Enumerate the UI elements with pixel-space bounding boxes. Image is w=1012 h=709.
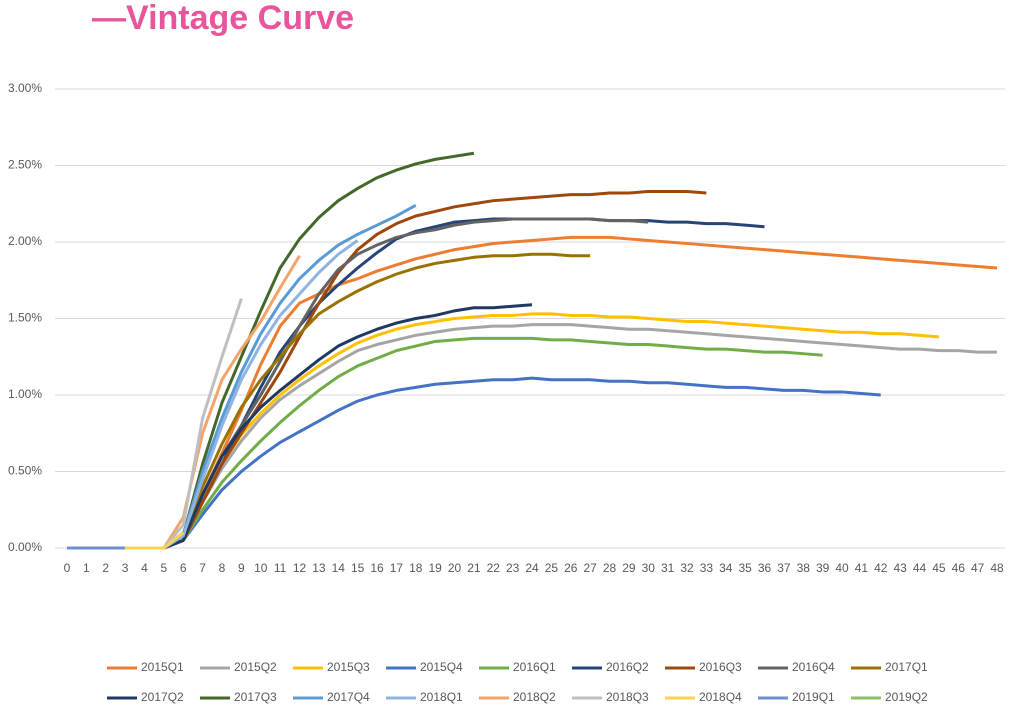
x-tick-label: 30 xyxy=(642,561,656,575)
legend-label: 2017Q3 xyxy=(234,690,277,704)
series-line xyxy=(67,151,475,550)
x-tick-label: 29 xyxy=(622,561,636,575)
legend-label: 2017Q1 xyxy=(885,660,928,674)
legend-label: 2016Q2 xyxy=(606,660,649,674)
legend-label: 2017Q4 xyxy=(327,690,370,704)
x-tick-label: 25 xyxy=(545,561,559,575)
y-tick-label: 0.00% xyxy=(8,540,42,554)
x-tick-label: 35 xyxy=(738,561,752,575)
series-line xyxy=(67,336,823,550)
x-tick-label: 17 xyxy=(390,561,404,575)
y-tick-label: 1.50% xyxy=(8,311,42,325)
x-tick-label: 3 xyxy=(122,561,129,575)
legend-label: 2018Q1 xyxy=(420,690,463,704)
x-tick-label: 5 xyxy=(161,561,168,575)
x-tick-label: 33 xyxy=(700,561,714,575)
x-tick-label: 39 xyxy=(816,561,830,575)
legend-label: 2016Q3 xyxy=(699,660,742,674)
x-tick-label: 15 xyxy=(351,561,365,575)
series-line xyxy=(67,235,998,550)
x-tick-label: 31 xyxy=(661,561,675,575)
x-tick-label: 21 xyxy=(467,561,481,575)
series-line xyxy=(67,531,185,550)
series-line xyxy=(67,376,881,550)
x-tick-label: 20 xyxy=(448,561,462,575)
x-tick-label: 2 xyxy=(102,561,109,575)
x-tick-label: 41 xyxy=(855,561,869,575)
x-tick-label: 45 xyxy=(932,561,946,575)
x-tick-label: 38 xyxy=(797,561,811,575)
x-tick-label: 0 xyxy=(64,561,71,575)
legend-label: 2018Q3 xyxy=(606,690,649,704)
x-tick-label: 48 xyxy=(990,561,1004,575)
x-tick-label: 27 xyxy=(583,561,597,575)
x-tick-label: 37 xyxy=(777,561,791,575)
y-tick-label: 3.00% xyxy=(8,81,42,95)
x-tick-label: 1 xyxy=(83,561,90,575)
legend-label: 2019Q2 xyxy=(885,690,928,704)
y-tick-label: 2.00% xyxy=(8,234,42,248)
legend-label: 2019Q1 xyxy=(792,690,835,704)
y-tick-label: 2.50% xyxy=(8,158,42,172)
x-tick-label: 34 xyxy=(719,561,733,575)
x-tick-label: 6 xyxy=(180,561,187,575)
series-line xyxy=(67,252,591,550)
x-tick-label: 22 xyxy=(487,561,501,575)
x-tick-label: 28 xyxy=(603,561,617,575)
y-tick-label: 1.00% xyxy=(8,387,42,401)
chart-title: —Vintage Curve xyxy=(92,0,354,37)
x-tick-label: 36 xyxy=(758,561,772,575)
x-tick-label: 47 xyxy=(971,561,985,575)
x-tick-label: 43 xyxy=(893,561,907,575)
x-tick-label: 9 xyxy=(238,561,245,575)
legend-label: 2015Q2 xyxy=(234,660,277,674)
legend-label: 2015Q3 xyxy=(327,660,370,674)
x-tick-label: 4 xyxy=(141,561,148,575)
x-tick-label: 7 xyxy=(199,561,206,575)
x-tick-label: 40 xyxy=(835,561,849,575)
x-tick-label: 32 xyxy=(680,561,694,575)
x-tick-label: 8 xyxy=(219,561,226,575)
x-tick-label: 46 xyxy=(952,561,966,575)
x-tick-label: 23 xyxy=(506,561,520,575)
x-tick-label: 14 xyxy=(332,561,346,575)
x-tick-label: 19 xyxy=(428,561,442,575)
x-tick-label: 42 xyxy=(874,561,888,575)
legend-label: 2018Q4 xyxy=(699,690,742,704)
legend-label: 2018Q2 xyxy=(513,690,556,704)
x-tick-label: 24 xyxy=(525,561,539,575)
legend-label: 2016Q1 xyxy=(513,660,556,674)
series-line xyxy=(67,303,533,550)
legend-label: 2015Q4 xyxy=(420,660,463,674)
x-tick-label: 11 xyxy=(274,561,287,575)
y-tick-label: 0.50% xyxy=(8,464,42,478)
x-tick-label: 16 xyxy=(370,561,384,575)
x-tick-label: 13 xyxy=(312,561,326,575)
series-line xyxy=(67,323,997,550)
x-tick-label: 26 xyxy=(564,561,578,575)
legend-label: 2017Q2 xyxy=(141,690,184,704)
x-tick-label: 18 xyxy=(409,561,423,575)
legend-label: 2016Q4 xyxy=(792,660,835,674)
x-tick-label: 12 xyxy=(293,561,307,575)
legend-label: 2015Q1 xyxy=(141,660,184,674)
x-tick-label: 10 xyxy=(254,561,268,575)
x-tick-label: 44 xyxy=(913,561,927,575)
